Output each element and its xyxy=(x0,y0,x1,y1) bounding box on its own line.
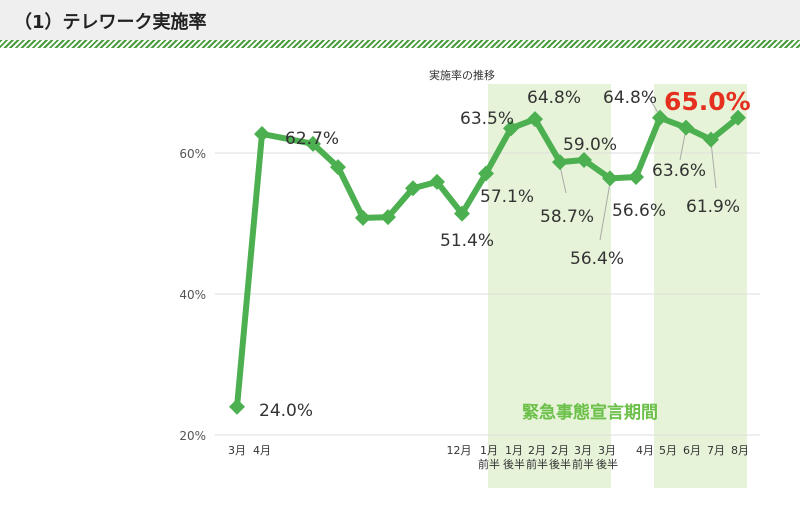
data-point-marker xyxy=(703,131,719,148)
highlight-data-label: 65.0% xyxy=(664,87,751,116)
data-label: 63.5% xyxy=(460,109,514,129)
data-label: 24.0% xyxy=(259,401,313,421)
data-point-marker xyxy=(254,125,270,142)
data-point-marker xyxy=(576,152,592,169)
section-header: （1）テレワーク実施率 xyxy=(0,0,800,40)
data-point-marker xyxy=(405,180,421,197)
y-tick-label: 20% xyxy=(179,429,206,443)
data-point-marker xyxy=(355,209,371,226)
header-divider xyxy=(0,40,800,48)
y-tick-label: 40% xyxy=(179,288,206,302)
y-tick-label: 60% xyxy=(179,147,206,161)
data-label: 63.6% xyxy=(652,161,706,181)
data-point-marker xyxy=(229,398,245,415)
x-tick-label: 8月 xyxy=(731,444,749,457)
data-point-marker xyxy=(503,120,519,137)
data-label: 56.4% xyxy=(570,249,624,269)
chart-title: 実施率の推移 xyxy=(429,68,495,82)
label-leader-line xyxy=(710,141,717,189)
x-tick-label: 1月後半 xyxy=(503,444,525,471)
data-point-marker xyxy=(380,209,396,226)
data-point-marker xyxy=(552,154,568,171)
highlight-band-1 xyxy=(488,84,611,488)
data-label: 61.9% xyxy=(686,197,740,217)
data-point-marker xyxy=(602,170,618,187)
x-tick-label: 2月後半 xyxy=(549,444,571,471)
data-point-marker xyxy=(652,109,668,126)
x-tick-label: 4月 xyxy=(636,444,654,457)
data-point-marker xyxy=(730,109,746,126)
data-point-marker xyxy=(305,135,321,152)
data-label: 51.4% xyxy=(440,231,494,251)
data-point-marker xyxy=(478,165,494,182)
data-label: 56.6% xyxy=(612,201,666,221)
telework-rate-series-line xyxy=(234,114,740,408)
section-title: （1）テレワーク実施率 xyxy=(14,12,207,33)
highlight-band-2 xyxy=(654,84,747,488)
data-point-marker xyxy=(678,119,694,136)
label-leader-line xyxy=(599,182,611,241)
x-tick-label: 6月 xyxy=(683,444,701,457)
label-leader-line xyxy=(559,165,567,194)
emergency-period-label: 緊急事態宣言期間 xyxy=(522,402,658,423)
data-label: 59.0% xyxy=(563,135,617,155)
data-label: 64.8% xyxy=(527,88,581,108)
x-tick-label: 3月 xyxy=(228,444,246,457)
x-tick-label: 4月 xyxy=(253,444,271,457)
data-label: 62.7% xyxy=(285,129,339,149)
data-label: 57.1% xyxy=(480,187,534,207)
x-tick-label: 1月前半 xyxy=(478,444,500,471)
x-tick-label: 12月 xyxy=(447,444,472,457)
data-label: 58.7% xyxy=(540,207,594,227)
data-point-marker xyxy=(527,111,543,128)
x-tick-label: 7月 xyxy=(707,444,725,457)
x-tick-label: 3月後半 xyxy=(596,444,618,471)
data-point-marker xyxy=(330,159,346,176)
x-tick-label: 3月前半 xyxy=(572,444,594,471)
data-point-marker xyxy=(454,205,470,222)
data-point-marker xyxy=(628,168,644,185)
data-label: 64.8% xyxy=(603,88,657,108)
data-point-marker xyxy=(429,173,445,190)
x-tick-label: 2月前半 xyxy=(526,444,548,471)
x-tick-label: 5月 xyxy=(659,444,677,457)
